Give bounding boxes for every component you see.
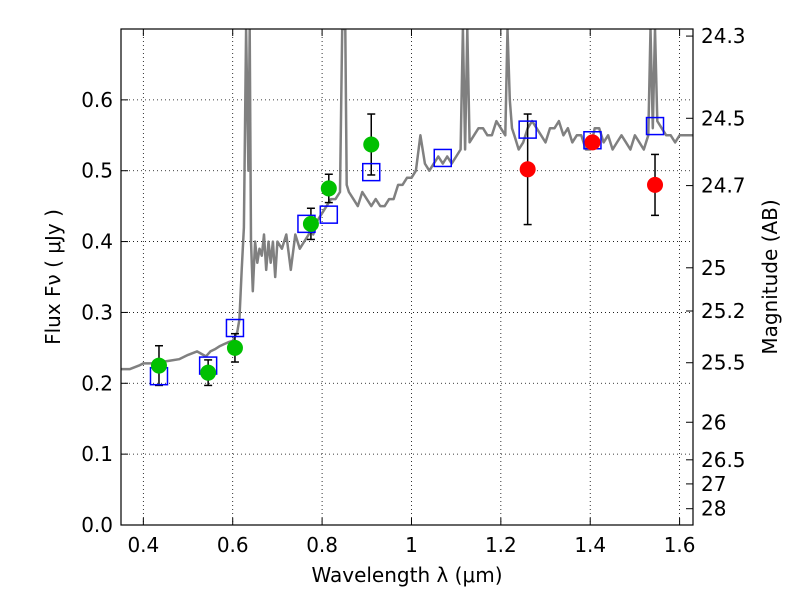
mag-tick-label: 26 xyxy=(701,410,726,434)
observed-point xyxy=(519,161,536,178)
model-photometry-point xyxy=(225,318,245,338)
x-tick-label: 1.2 xyxy=(485,533,517,557)
observed-point xyxy=(320,180,337,197)
mag-tick-label: 27 xyxy=(701,472,726,496)
plot-area xyxy=(121,29,693,371)
ticks: 0.4 0.6 0.8 1 1.2 1.4 1.6 0.0 0.1 0.2 0.3 0.4 0.5 0.6… xyxy=(81,24,745,557)
plot-frame xyxy=(120,28,694,526)
y-tick-label: 0.5 xyxy=(81,159,113,183)
y-axis-right-label: Magnitude (AB) xyxy=(758,199,782,354)
y-tick-label: 0.4 xyxy=(81,230,113,254)
observed-point xyxy=(226,339,243,356)
markers xyxy=(149,116,665,386)
observed-point xyxy=(584,134,601,151)
model-photometry-point xyxy=(319,205,339,224)
observed-point xyxy=(647,176,664,193)
x-tick-label: 0.8 xyxy=(306,533,338,557)
grid xyxy=(121,29,693,526)
model-photometry-point xyxy=(645,116,665,136)
mag-tick-label: 25.2 xyxy=(701,299,746,323)
x-tick-label: 1.4 xyxy=(574,533,606,557)
mag-tick-label: 25 xyxy=(701,256,726,280)
y-tick-label: 0.2 xyxy=(81,371,113,395)
y-tick-label: 0.3 xyxy=(81,300,113,324)
y-tick-label: 0.1 xyxy=(81,442,113,466)
spectrum-line xyxy=(121,29,693,371)
mag-tick-label: 24.7 xyxy=(701,174,746,198)
mag-tick-label: 25.5 xyxy=(701,351,746,375)
x-tick-label: 0.6 xyxy=(217,533,249,557)
y-tick-label: 0.0 xyxy=(81,513,113,537)
y-tick-label: 0.6 xyxy=(81,88,113,112)
observed-point xyxy=(302,215,319,232)
observed-point xyxy=(200,364,217,381)
mag-tick-label: 24.5 xyxy=(701,106,746,130)
y-axis-label: Flux Fν ( μJy ) xyxy=(41,209,65,345)
x-tick-label: 0.4 xyxy=(127,533,159,557)
observed-point xyxy=(363,136,380,153)
x-axis-label: Wavelength λ (μm) xyxy=(311,563,502,587)
model-photometry-point xyxy=(433,148,452,168)
x-tick-label: 1 xyxy=(405,533,418,557)
observed-point xyxy=(150,357,167,374)
model-photometry-point xyxy=(518,120,537,139)
mag-tick-label: 26.5 xyxy=(701,448,746,472)
mag-tick-label: 24.3 xyxy=(701,24,746,48)
model-photometry-point xyxy=(362,162,381,182)
x-tick-label: 1.6 xyxy=(664,533,696,557)
mag-tick-label: 28 xyxy=(701,497,726,521)
